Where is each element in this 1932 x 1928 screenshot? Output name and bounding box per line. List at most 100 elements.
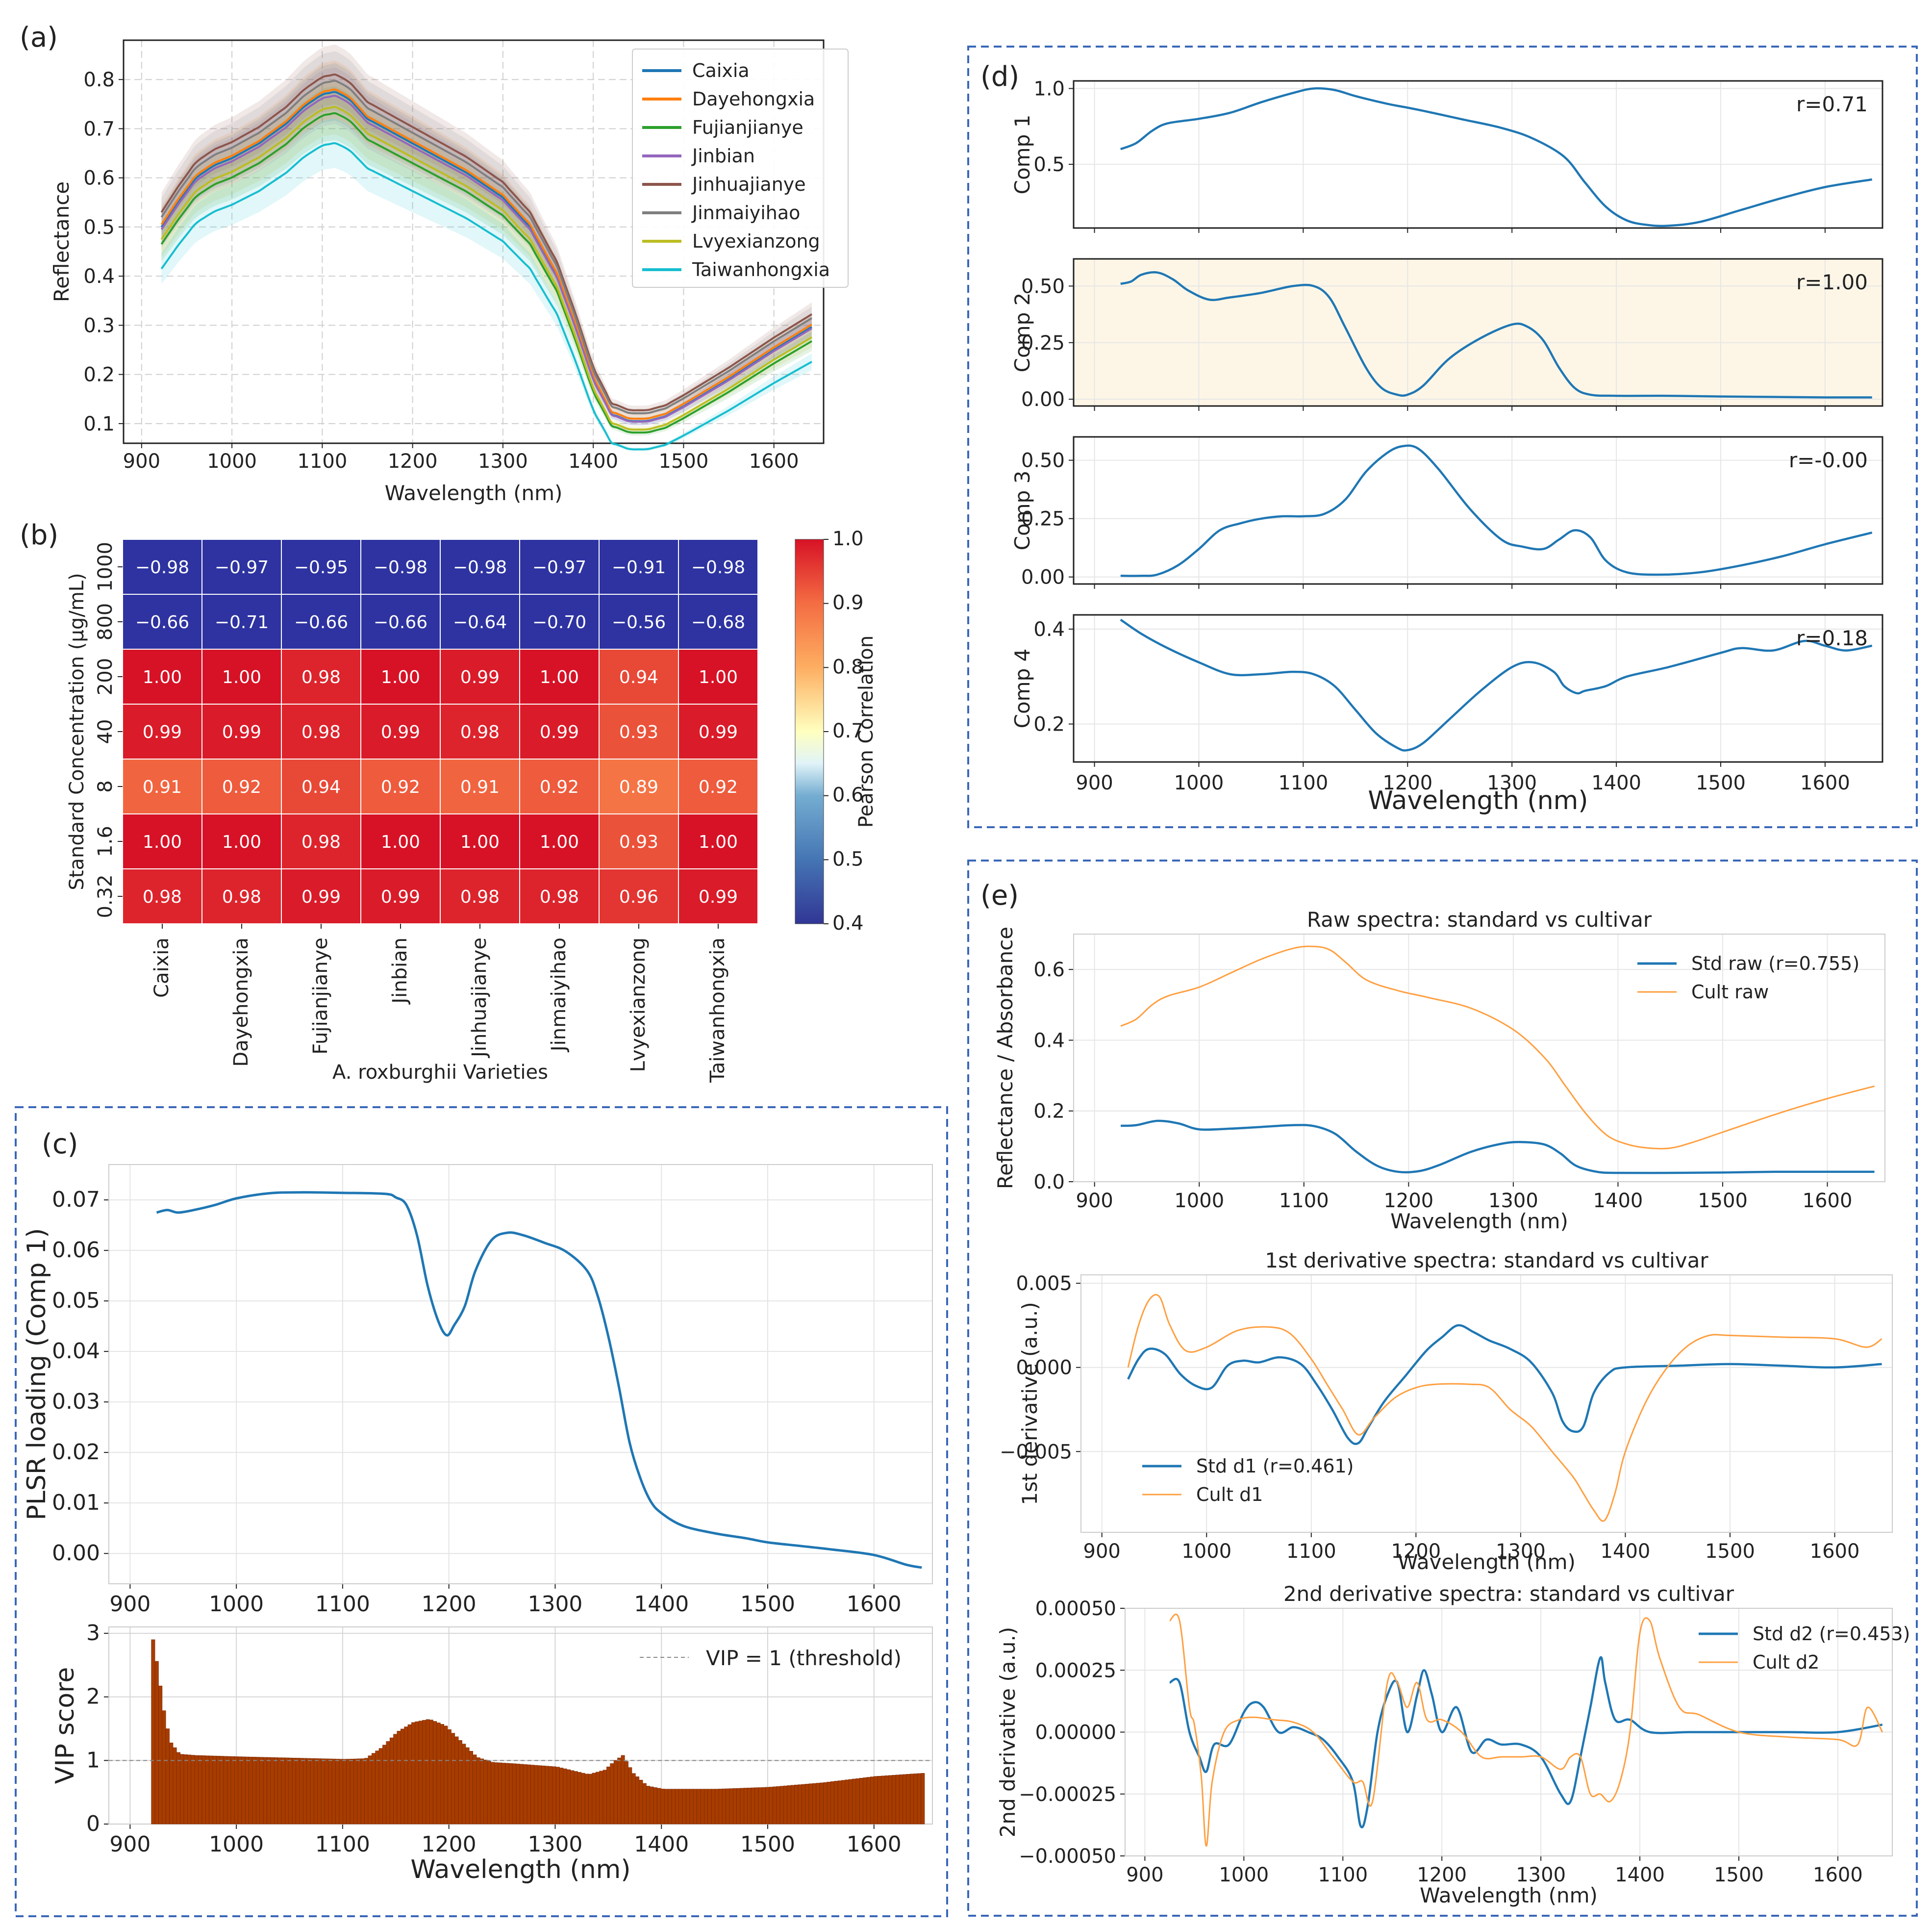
- heatmap-cell-label: −0.66: [374, 612, 427, 633]
- y-axis-label: Standard Concentration (μg/mL): [66, 573, 88, 890]
- y-tick-label: 0.5: [1033, 153, 1065, 176]
- x-tick-label: 1000: [207, 450, 257, 473]
- vip-bar: [715, 1789, 719, 1825]
- vip-bar: [382, 1745, 387, 1825]
- heatmap-cell: [360, 649, 441, 705]
- y-tick-label: 0.4: [83, 265, 115, 288]
- x-tick-label: 1400: [1615, 1864, 1665, 1886]
- correlation-label: r=1.00: [1796, 270, 1868, 294]
- plot-frame: [1073, 614, 1883, 763]
- colorbar: [795, 539, 824, 924]
- vip-bar: [549, 1766, 553, 1825]
- heatmap-cell: [678, 704, 758, 760]
- x-tick-label: 1400: [1601, 1540, 1651, 1563]
- vip-bar: [404, 1726, 408, 1825]
- vip-bar: [704, 1789, 708, 1825]
- vip-bar: [653, 1787, 657, 1825]
- vip-bar: [624, 1761, 628, 1825]
- x-tick-label: 1300: [527, 1832, 582, 1857]
- colorbar-tick-label: 0.5: [832, 848, 864, 870]
- spectra-line: [1127, 1294, 1882, 1522]
- vip-bar: [613, 1760, 618, 1825]
- correlation-label: r=0.71: [1796, 92, 1868, 116]
- vip-bar: [162, 1710, 166, 1825]
- vip-bar: [769, 1787, 773, 1825]
- heatmap-cell-label: 0.92: [540, 777, 579, 797]
- vip-bar: [263, 1757, 267, 1825]
- col-label: Caixia: [151, 938, 173, 998]
- vip-bar: [570, 1770, 575, 1825]
- vip-bar: [509, 1763, 513, 1825]
- x-tick-label: 1100: [1318, 1864, 1368, 1886]
- vip-bar: [241, 1756, 246, 1825]
- panel-label-d: (d): [980, 61, 1019, 93]
- heatmap-cell: [201, 649, 282, 705]
- vip-bar: [617, 1757, 622, 1825]
- y-tick-label: 0.0: [1033, 1171, 1065, 1193]
- colorbar-tick-label: 0.4: [832, 912, 864, 935]
- vip-bar: [794, 1784, 799, 1825]
- vip-bar: [628, 1767, 632, 1825]
- vip-bar: [631, 1773, 636, 1825]
- vip-bar: [668, 1789, 672, 1825]
- heatmap-cell-label: 0.98: [301, 722, 341, 742]
- spectra-line: [1127, 1324, 1882, 1446]
- vip-bar: [364, 1758, 369, 1825]
- vip-bar: [314, 1758, 318, 1825]
- plot-frame: [1080, 1274, 1893, 1533]
- vip-bar: [473, 1754, 477, 1825]
- subplot-title: 2nd derivative spectra: standard vs cult…: [1283, 1582, 1734, 1606]
- vip-bar: [415, 1721, 419, 1825]
- comp-line: [1120, 271, 1872, 399]
- heatmap-cell: [599, 813, 679, 869]
- x-tick-label: 1100: [1279, 1190, 1329, 1212]
- heatmap-cell-label: −0.97: [215, 558, 269, 578]
- x-axis-label: A. roxburghii Varieties: [332, 1061, 548, 1084]
- panel-d-frame: [967, 46, 1918, 828]
- col-label: Jinbian: [389, 938, 411, 1005]
- gridlines: [109, 1165, 932, 1584]
- heatmap-cell-label: 1.00: [699, 667, 738, 687]
- panel-label-e: (e): [980, 880, 1019, 912]
- heatmap-cell: [678, 813, 758, 869]
- x-tick-label: 1400: [1593, 1190, 1643, 1212]
- vip-bar: [877, 1776, 881, 1825]
- x-tick-label: 1200: [1417, 1864, 1467, 1886]
- heatmap-cell: [281, 704, 361, 760]
- vip-bar: [584, 1774, 589, 1825]
- heatmap-cell-label: −0.98: [453, 558, 507, 578]
- vip-bar: [881, 1776, 885, 1825]
- x-tick-label: 1200: [422, 1832, 477, 1857]
- heatmap-cell-label: −0.98: [374, 558, 427, 578]
- row-label: 1000: [94, 542, 117, 592]
- x-tick-label: 1300: [1488, 1190, 1538, 1212]
- vip-bar: [270, 1757, 275, 1825]
- heatmap-cell-label: 0.93: [619, 832, 658, 852]
- heatmap-cell-label: 0.99: [301, 887, 341, 907]
- panel-c-frame: [15, 1106, 948, 1917]
- y-tick-label: 0.2: [83, 364, 115, 386]
- vip-bar: [812, 1783, 817, 1825]
- x-tick-label: 1200: [422, 1592, 477, 1617]
- heatmap-cell: [440, 759, 520, 814]
- legend-label: Cult d1: [1196, 1484, 1263, 1505]
- vip-bar: [154, 1661, 159, 1825]
- y-tick-label: 0.50: [1021, 450, 1065, 472]
- vip-bar: [407, 1724, 412, 1825]
- vip-bar: [707, 1789, 712, 1825]
- heatmap-cell-label: 0.98: [460, 887, 500, 907]
- y-axis-label: Reflectance / Absorbance: [993, 927, 1017, 1189]
- vip-bar: [310, 1758, 314, 1825]
- vip-bar: [678, 1789, 683, 1825]
- heatmap-cell: [122, 649, 202, 705]
- vip-bar: [848, 1779, 853, 1825]
- spectra-line: [1169, 1613, 1883, 1847]
- vip-bar: [277, 1757, 282, 1825]
- legend-label: Dayehongxia: [692, 88, 815, 110]
- plot-frame: [1073, 80, 1883, 229]
- heatmap-cell-label: 0.94: [301, 777, 341, 797]
- heatmap-cell-label: −0.95: [294, 558, 348, 578]
- x-tick-label: 900: [109, 1832, 151, 1857]
- vip-bar: [906, 1774, 910, 1825]
- y-tick-label: 0.00: [1021, 566, 1065, 589]
